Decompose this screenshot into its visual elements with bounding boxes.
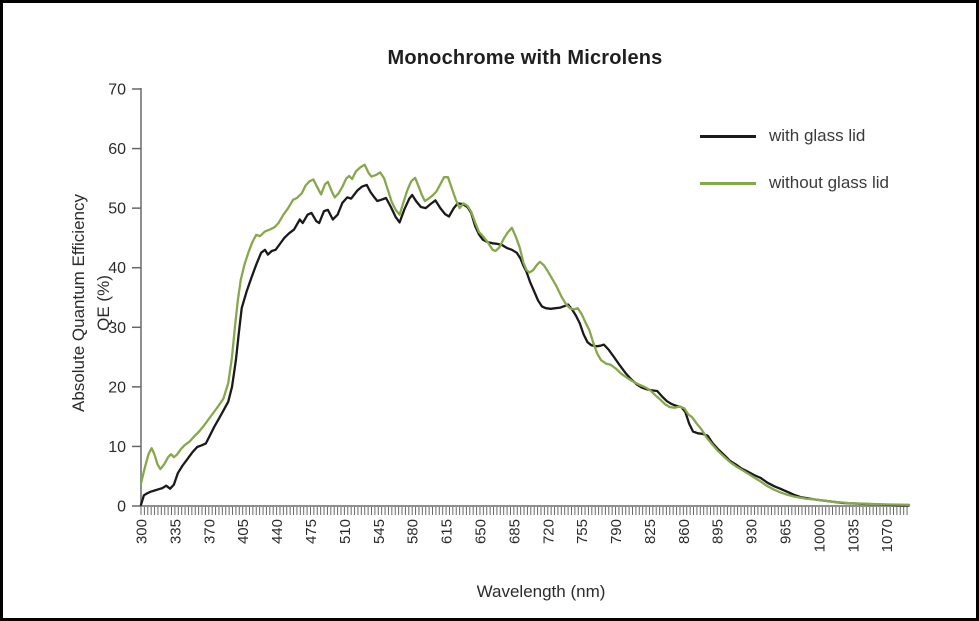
svg-text:650: 650 <box>472 519 489 544</box>
y-axis-title: Absolute Quantum Efficiency QE (%) <box>66 194 116 412</box>
svg-text:440: 440 <box>269 519 286 544</box>
svg-text:370: 370 <box>201 519 218 544</box>
svg-text:30: 30 <box>108 320 126 337</box>
svg-text:300: 300 <box>134 519 151 544</box>
legend-line-swatch-black <box>700 134 756 138</box>
svg-text:615: 615 <box>439 519 456 544</box>
legend-entry-without-glass-lid: without glass lid <box>700 167 889 199</box>
qe-line-plot: 300 335 370 405 440 475 510 545 580 615 650 685 720 7… <box>108 82 911 552</box>
legend-entry-with-glass-lid: with glass lid <box>700 120 889 152</box>
legend-label: without glass lid <box>769 173 890 192</box>
svg-text:20: 20 <box>108 379 126 396</box>
chart-title: Monochrome with Microlens <box>387 47 663 69</box>
svg-text:930: 930 <box>744 519 761 544</box>
svg-text:825: 825 <box>642 519 659 544</box>
legend: with glass lid without glass lid <box>700 120 889 214</box>
svg-text:720: 720 <box>540 519 557 544</box>
x-axis-title: Wavelength (nm) <box>476 582 606 601</box>
svg-text:1000: 1000 <box>811 519 828 552</box>
y-axis-title-line1: Absolute Quantum Efficiency <box>69 194 88 412</box>
svg-text:60: 60 <box>108 141 126 158</box>
svg-text:755: 755 <box>574 519 591 544</box>
svg-text:510: 510 <box>337 519 354 544</box>
legend-label: with glass lid <box>769 126 866 145</box>
svg-text:685: 685 <box>506 519 523 544</box>
svg-text:50: 50 <box>108 201 126 218</box>
svg-text:1035: 1035 <box>845 519 862 552</box>
svg-text:10: 10 <box>108 439 126 456</box>
svg-text:545: 545 <box>371 519 388 544</box>
svg-text:405: 405 <box>235 519 252 544</box>
svg-text:860: 860 <box>676 519 693 544</box>
svg-text:70: 70 <box>108 82 126 99</box>
legend-line-swatch-green <box>700 181 756 185</box>
svg-text:335: 335 <box>167 519 184 544</box>
svg-text:0: 0 <box>117 499 126 516</box>
svg-text:475: 475 <box>303 519 320 544</box>
svg-text:580: 580 <box>405 519 422 544</box>
svg-text:895: 895 <box>710 519 727 544</box>
svg-text:965: 965 <box>778 519 795 544</box>
svg-text:1070: 1070 <box>879 519 896 552</box>
svg-text:790: 790 <box>608 519 625 544</box>
y-axis-title-line2: QE (%) <box>94 275 113 331</box>
svg-text:40: 40 <box>108 260 126 277</box>
